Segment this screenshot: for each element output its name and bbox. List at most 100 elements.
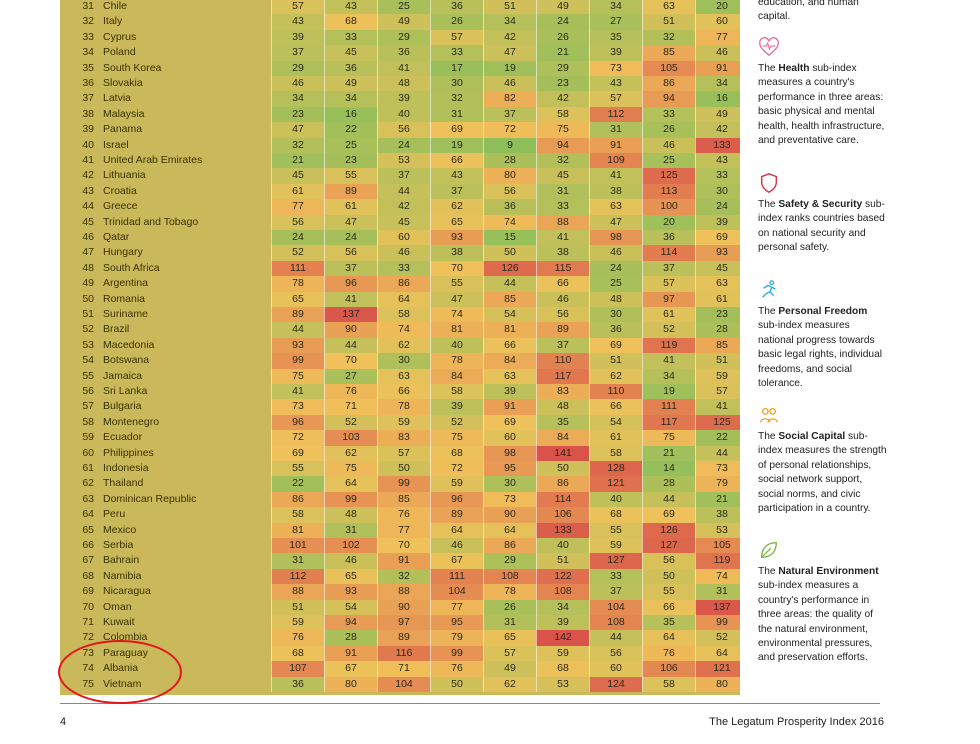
rank-cell: 38	[82, 107, 94, 120]
country-cell: South Korea	[103, 61, 162, 74]
value-cell: 105	[642, 60, 695, 76]
country-cell: Israel	[103, 138, 129, 151]
value-cell: 128	[589, 461, 642, 477]
sidebar-prefix: The	[758, 306, 779, 317]
value-cell: 56	[642, 553, 695, 569]
value-cell: 82	[483, 91, 536, 107]
value-cell: 63	[642, 0, 695, 15]
country-cell: Lithuania	[103, 169, 146, 182]
rank-cell: 31	[82, 0, 94, 12]
value-cell: 108	[536, 584, 589, 600]
value-cell: 65	[483, 630, 536, 646]
country-cell: Montenegro	[103, 415, 160, 428]
value-cell: 59	[536, 645, 589, 662]
table-row: 53 Macedonia 93 44 62 40 66 37 69 119 85	[60, 337, 740, 354]
sidebar-title: Safety & Security	[778, 199, 863, 210]
value-cell: 66	[430, 153, 483, 169]
sidebar-description: The Safety & Security sub-index ranks co…	[758, 198, 888, 256]
value-cell: 43	[271, 14, 324, 30]
value-cell: 39	[377, 91, 430, 107]
value-cell: 85	[642, 45, 695, 61]
country-cell: Poland	[103, 46, 136, 59]
value-cell: 68	[589, 507, 642, 523]
value-cell: 33	[695, 168, 740, 184]
value-cell: 25	[324, 137, 377, 153]
value-cell: 41	[271, 384, 324, 400]
value-cell: 23	[695, 307, 740, 323]
value-cell: 47	[271, 122, 324, 138]
value-cell: 62	[324, 445, 377, 461]
value-cell: 91	[324, 645, 377, 662]
rank-cell: 34	[82, 46, 94, 59]
sidebar-body: sub-index measures national progress tow…	[758, 320, 883, 390]
value-cell: 37	[271, 45, 324, 61]
value-cell: 68	[324, 14, 377, 30]
sidebar-title: Natural Environment	[778, 566, 879, 577]
value-cell: 37	[483, 106, 536, 123]
value-cell: 62	[430, 199, 483, 215]
value-cell: 93	[271, 337, 324, 354]
value-cell: 64	[430, 522, 483, 538]
value-cell: 20	[695, 0, 740, 15]
value-cell: 99	[430, 645, 483, 662]
value-cell: 86	[483, 538, 536, 554]
value-cell: 46	[430, 538, 483, 554]
value-cell: 91	[377, 553, 430, 569]
rank-cell: 72	[82, 631, 94, 644]
value-cell: 44	[377, 183, 430, 200]
value-cell: 69	[271, 445, 324, 461]
value-cell: 90	[483, 507, 536, 523]
value-cell: 52	[430, 414, 483, 431]
sidebar-prefix: The	[758, 566, 779, 577]
value-cell: 93	[695, 245, 740, 261]
value-cell: 45	[271, 168, 324, 184]
table-row: 58 Montenegro 96 52 59 52 69 35 54 117 125	[60, 414, 740, 431]
value-cell: 22	[271, 476, 324, 492]
value-cell: 75	[536, 122, 589, 138]
value-cell: 85	[377, 491, 430, 508]
table-row: 46 Qatar 24 24 60 93 15 41 98 36 69	[60, 230, 740, 246]
value-cell: 51	[589, 353, 642, 369]
sidebar-title: Health	[778, 63, 810, 74]
value-cell: 20	[642, 214, 695, 230]
table-row: 64 Peru 58 48 76 89 90 106 68 69 38	[60, 507, 740, 523]
value-cell: 54	[324, 599, 377, 615]
value-cell: 46	[642, 137, 695, 153]
value-cell: 64	[377, 291, 430, 307]
rank-cell: 48	[82, 261, 94, 274]
value-cell: 117	[642, 414, 695, 431]
value-cell: 15	[483, 230, 536, 246]
rank-cell: 55	[82, 369, 94, 382]
value-cell: 33	[430, 45, 483, 61]
value-cell: 57	[377, 445, 430, 461]
country-cell: United Arab Emirates	[103, 154, 203, 166]
value-cell: 122	[536, 568, 589, 585]
value-cell: 26	[483, 599, 536, 615]
rank-cell: 39	[82, 123, 94, 136]
value-cell: 37	[642, 260, 695, 277]
highlight-circle	[58, 640, 182, 704]
country-cell: Argentina	[103, 277, 148, 290]
value-cell: 88	[377, 584, 430, 600]
table-row: 51 Suriname 89 137 58 74 54 56 30 61 23	[60, 307, 740, 323]
value-cell: 62	[377, 337, 430, 354]
value-cell: 119	[695, 553, 740, 569]
value-cell: 54	[483, 307, 536, 323]
country-cell: Suriname	[103, 308, 148, 320]
table-row: 42 Lithuania 45 55 37 43 80 45 41 125 33	[60, 168, 740, 184]
value-cell: 26	[642, 122, 695, 138]
value-cell: 114	[642, 245, 695, 261]
country-cell: Serbia	[103, 539, 134, 551]
value-cell: 24	[324, 230, 377, 246]
value-cell: 50	[483, 245, 536, 261]
value-cell: 96	[430, 491, 483, 508]
value-cell: 32	[536, 153, 589, 169]
value-cell: 95	[483, 461, 536, 477]
country-cell: Latvia	[103, 92, 132, 105]
country-cell: Hungary	[103, 246, 143, 259]
value-cell: 76	[271, 630, 324, 646]
value-cell: 142	[536, 630, 589, 646]
table-row: 36 Slovakia 46 49 48 30 46 23 43 86 34	[60, 76, 740, 92]
value-cell: 35	[536, 414, 589, 431]
value-cell: 71	[377, 661, 430, 677]
